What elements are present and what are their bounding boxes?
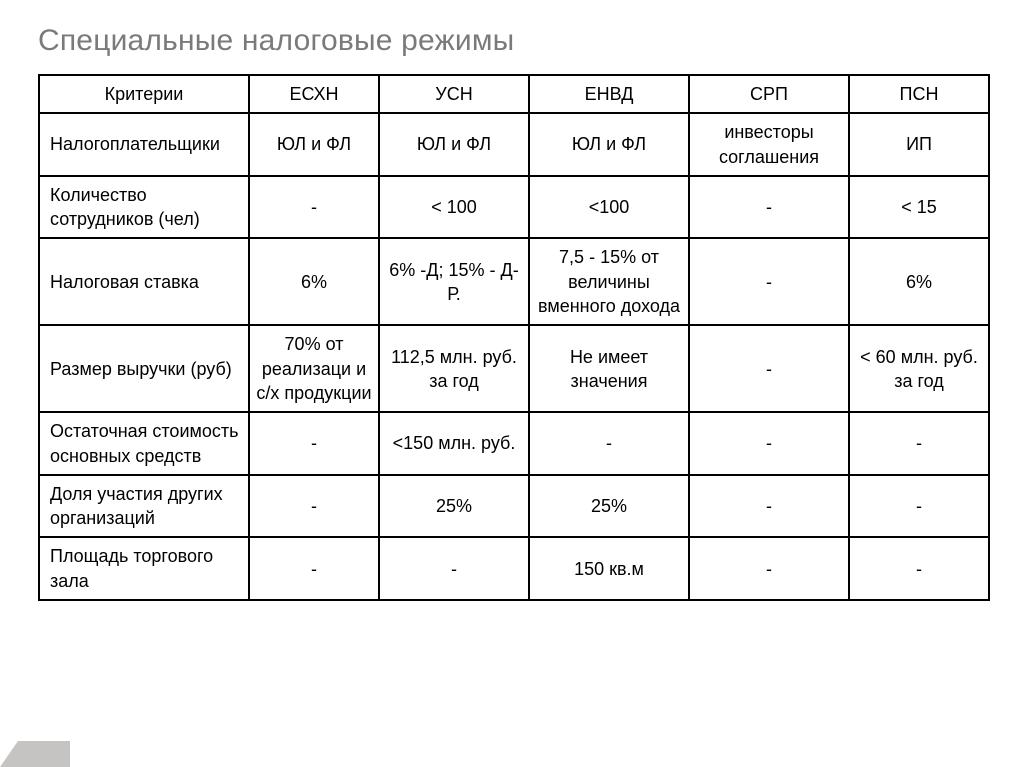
col-header: ПСН (849, 75, 989, 113)
navigate-back-icon[interactable] (0, 741, 70, 767)
table-cell: Не имеет значения (529, 325, 689, 412)
table-cell: ЮЛ и ФЛ (379, 113, 529, 176)
row-label: Налогоплательщики (39, 113, 249, 176)
row-label: Размер выручки (руб) (39, 325, 249, 412)
row-label: Остаточная стоимость основных средств (39, 412, 249, 475)
table-cell: 150 кв.м (529, 537, 689, 600)
table-cell: 7,5 - 15% от величины вменного дохода (529, 238, 689, 325)
col-header: Критерии (39, 75, 249, 113)
table-cell: - (849, 475, 989, 538)
table-cell: инвесторы соглашения (689, 113, 849, 176)
table-row: Размер выручки (руб) 70% от реализаци и … (39, 325, 989, 412)
row-label: Площадь торгового зала (39, 537, 249, 600)
table-cell: - (529, 412, 689, 475)
tax-regimes-table: Критерии ЕСХН УСН ЕНВД СРП ПСН Налогопла… (38, 74, 990, 601)
table-cell: 6% -Д; 15% - Д-Р. (379, 238, 529, 325)
row-label: Доля участия других организаций (39, 475, 249, 538)
table-cell: <150 млн. руб. (379, 412, 529, 475)
table-cell: ЮЛ и ФЛ (249, 113, 379, 176)
table-cell: < 100 (379, 176, 529, 239)
table-row: Площадь торгового зала - - 150 кв.м - - (39, 537, 989, 600)
col-header: ЕСХН (249, 75, 379, 113)
col-header: ЕНВД (529, 75, 689, 113)
table-cell: - (689, 537, 849, 600)
table-cell: 25% (529, 475, 689, 538)
table-cell: 70% от реализаци и с/х продукции (249, 325, 379, 412)
table-cell: - (249, 412, 379, 475)
col-header: СРП (689, 75, 849, 113)
table-cell: - (689, 238, 849, 325)
table-cell: - (849, 537, 989, 600)
table-cell: - (689, 325, 849, 412)
table-row: Доля участия других организаций - 25% 25… (39, 475, 989, 538)
table-row: Количество сотрудников (чел) - < 100 <10… (39, 176, 989, 239)
table-header-row: Критерии ЕСХН УСН ЕНВД СРП ПСН (39, 75, 989, 113)
table-cell: ЮЛ и ФЛ (529, 113, 689, 176)
table-cell: < 60 млн. руб. за год (849, 325, 989, 412)
row-label: Налоговая ставка (39, 238, 249, 325)
col-header: УСН (379, 75, 529, 113)
table-cell: 6% (249, 238, 379, 325)
table-cell: <100 (529, 176, 689, 239)
table-cell: - (249, 537, 379, 600)
table-row: Налоговая ставка 6% 6% -Д; 15% - Д-Р. 7,… (39, 238, 989, 325)
page-title: Специальные налоговые режимы (38, 24, 986, 58)
table-cell: - (249, 176, 379, 239)
row-label: Количество сотрудников (чел) (39, 176, 249, 239)
table-cell: 112,5 млн. руб. за год (379, 325, 529, 412)
table-cell: < 15 (849, 176, 989, 239)
table-row: Налогоплательщики ЮЛ и ФЛ ЮЛ и ФЛ ЮЛ и Ф… (39, 113, 989, 176)
table-cell: - (249, 475, 379, 538)
table-cell: ИП (849, 113, 989, 176)
table-cell: 6% (849, 238, 989, 325)
table-cell: 25% (379, 475, 529, 538)
table-cell: - (849, 412, 989, 475)
table-cell: - (689, 176, 849, 239)
table-cell: - (689, 475, 849, 538)
table-row: Остаточная стоимость основных средств - … (39, 412, 989, 475)
table-cell: - (379, 537, 529, 600)
table-cell: - (689, 412, 849, 475)
